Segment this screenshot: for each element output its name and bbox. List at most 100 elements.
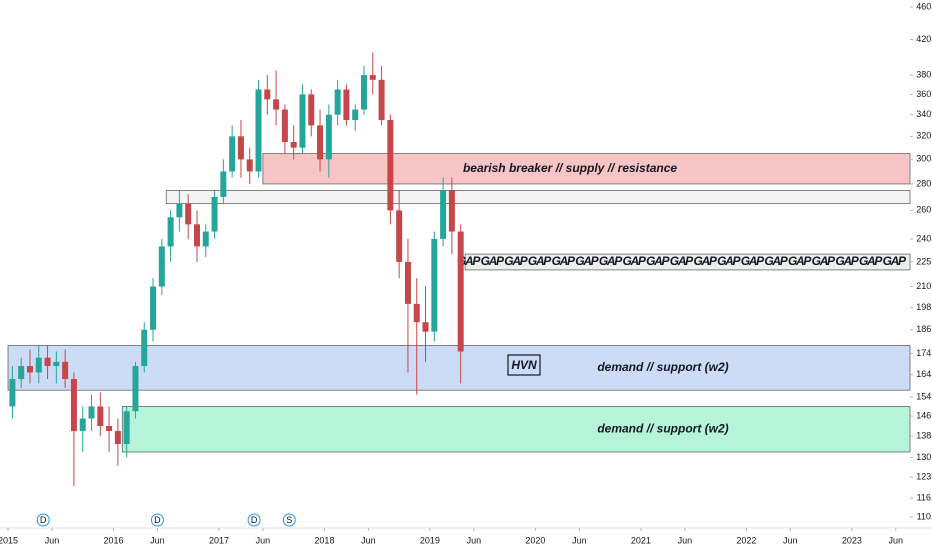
- candle-body: [317, 125, 324, 160]
- x-tick-label: 2016: [103, 535, 123, 545]
- candle-body: [255, 89, 262, 172]
- candle-body: [97, 406, 104, 426]
- candle-body: [167, 217, 174, 247]
- candle-body: [299, 94, 306, 148]
- y-tick-label: 154.00: [916, 391, 932, 401]
- x-tick-label: 2023: [842, 535, 862, 545]
- candle-body: [360, 75, 367, 110]
- candle-body: [26, 366, 33, 373]
- y-tick-label: 260.00: [916, 205, 932, 215]
- y-tick-label: 225.00: [916, 256, 932, 266]
- candle-body: [273, 99, 280, 110]
- x-tick-label: Jun: [150, 535, 165, 545]
- y-tick-label: 164.00: [916, 369, 932, 379]
- zone-label: demand // support (w2): [597, 421, 728, 435]
- hvn-label: HVN: [511, 358, 537, 372]
- y-tick-label: 116.00: [917, 492, 932, 502]
- candle-body: [106, 425, 113, 432]
- event-marker: [36, 513, 50, 527]
- zone: [165, 190, 911, 204]
- x-tick-label: Jun: [467, 535, 482, 545]
- y-tick-label: 360.00: [916, 89, 932, 99]
- event-marker: [247, 513, 261, 527]
- candle-body: [193, 224, 200, 247]
- event-marker: [150, 513, 164, 527]
- candle-body: [79, 418, 86, 432]
- candle-body: [158, 246, 165, 287]
- event-marker: [282, 513, 296, 527]
- x-tick-label: Jun: [256, 535, 271, 545]
- y-tick-label: 110.00: [917, 511, 932, 521]
- candle-body: [18, 366, 25, 380]
- x-tick-label: 2019: [420, 535, 440, 545]
- candle-body: [431, 238, 438, 332]
- candle-body: [62, 361, 69, 380]
- x-tick-label: Jun: [889, 535, 904, 545]
- x-tick-label: 2015: [0, 535, 18, 545]
- candle-body: [308, 94, 315, 126]
- candle-body: [141, 329, 148, 367]
- y-tick-label: 146.00: [916, 410, 932, 420]
- candle-body: [44, 357, 51, 367]
- event-label: D: [251, 515, 258, 525]
- y-tick-label: 320.00: [916, 131, 932, 141]
- y-tick-label: 460.00: [916, 1, 932, 11]
- candle-body: [123, 411, 130, 444]
- candle-body: [396, 210, 403, 262]
- candle-body: [352, 109, 359, 121]
- candle-body: [35, 357, 42, 373]
- event-label: D: [154, 515, 161, 525]
- candle-body: [378, 79, 385, 121]
- y-tick-label: 130.00: [916, 452, 932, 462]
- candle-body: [325, 114, 332, 160]
- candle-body: [343, 89, 350, 121]
- candle-body: [53, 361, 60, 367]
- event-label: S: [286, 515, 292, 525]
- candle-body: [457, 231, 464, 352]
- candle-body: [88, 406, 95, 419]
- y-tick-label: 210.00: [916, 281, 932, 291]
- candle-body: [70, 379, 77, 432]
- y-tick-label: 240.00: [916, 233, 932, 243]
- event-label: D: [40, 515, 47, 525]
- zone: [7, 345, 911, 391]
- candle-body: [220, 171, 227, 197]
- y-tick-label: 123.00: [916, 472, 932, 482]
- hvn-box: [507, 354, 541, 376]
- y-tick-label: 300.00: [916, 154, 932, 164]
- zone-label: bearish breaker // supply // resistance: [463, 161, 677, 175]
- zone: [121, 406, 911, 453]
- zone: [262, 153, 911, 185]
- x-tick-label: 2017: [209, 535, 229, 545]
- x-tick-label: 2018: [314, 535, 334, 545]
- candle-body: [176, 203, 183, 218]
- candle-body: [229, 136, 236, 172]
- candle-body: [132, 366, 139, 412]
- x-tick-label: 2021: [631, 535, 651, 545]
- y-tick-label: 380.00: [916, 69, 932, 79]
- y-tick-label: 186.00: [916, 324, 932, 334]
- candle-body: [246, 159, 253, 172]
- candle-body: [404, 261, 411, 304]
- candle-body: [448, 190, 455, 232]
- x-tick-label: Jun: [678, 535, 693, 545]
- y-tick-label: 174.00: [916, 348, 932, 358]
- x-tick-label: Jun: [783, 535, 798, 545]
- y-tick-label: 340.00: [916, 109, 932, 119]
- x-tick-label: 2022: [736, 535, 756, 545]
- candle-body: [150, 286, 157, 330]
- x-tick-label: Jun: [45, 535, 60, 545]
- candle-body: [334, 89, 341, 115]
- candle-body: [114, 431, 121, 444]
- x-tick-label: 2020: [525, 535, 545, 545]
- candle-body: [413, 303, 420, 323]
- candle-body: [9, 379, 16, 407]
- candle-body: [387, 120, 394, 211]
- y-tick-label: 138.00: [916, 431, 932, 441]
- candle-body: [440, 190, 447, 239]
- candle-body: [422, 322, 429, 332]
- candle-body: [237, 136, 244, 160]
- zone-label: demand // support (w2): [597, 360, 728, 374]
